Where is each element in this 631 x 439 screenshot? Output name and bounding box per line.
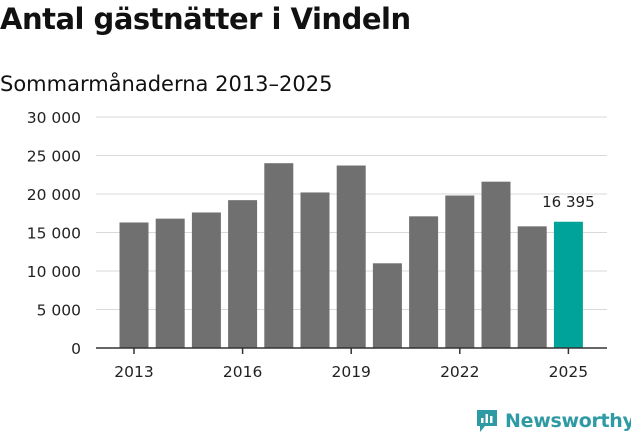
y-tick-label: 15 000 [27,225,81,243]
bar-2022 [445,195,475,348]
bar-2019 [336,165,366,348]
bar-chart: 0 5 000 10 000 15 000 20 000 25 000 30 000 16 3… [27,109,607,381]
y-tick-label: 5 000 [37,302,81,320]
newsworthy-logo-text: Newsworthy [505,410,631,432]
newsworthy-logo: Newsworthy [475,408,631,434]
bar-2020 [372,263,402,348]
y-tick-label: 25 000 [27,148,81,166]
x-tick-label: 2016 [223,363,262,381]
bar-2018 [300,192,330,348]
x-tick-label: 2019 [331,363,370,381]
y-tick-label: 30 000 [27,109,81,127]
data-label: 16 395 [542,193,595,211]
newsworthy-logo-icon [477,410,497,432]
x-tick-label: 2022 [440,363,479,381]
y-tick-label: 0 [71,340,81,358]
bar-2024 [517,226,547,348]
bar-2023 [481,181,511,348]
bar-2015 [191,212,221,348]
y-tick-label: 20 000 [27,186,81,204]
bar-2017 [264,163,294,348]
bar-2025 [553,221,583,348]
bar-2013 [119,222,149,348]
bar-2014 [155,218,185,348]
chart-title: Antal gästnätter i Vindeln [0,2,411,36]
bar-2021 [409,216,439,348]
x-tick-label: 2025 [549,363,588,381]
bar-2016 [228,200,258,348]
y-tick-label: 10 000 [27,263,81,281]
chart-subtitle: Sommarmånaderna 2013–2025 [0,72,333,96]
x-tick-label: 2013 [114,363,153,381]
